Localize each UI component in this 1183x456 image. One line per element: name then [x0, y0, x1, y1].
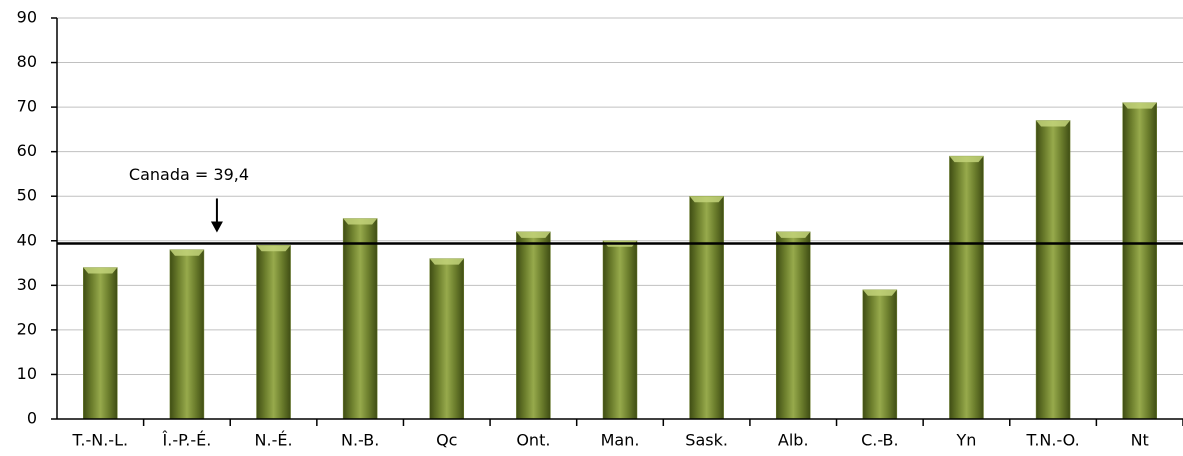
bar-cap [1122, 102, 1157, 109]
bar [689, 195, 724, 420]
bar [83, 267, 118, 420]
y-tick-label: 40 [17, 230, 37, 249]
x-tick-label: N.-B. [341, 431, 379, 450]
y-tick-label: 20 [17, 319, 37, 338]
bar [1035, 120, 1071, 420]
y-tick-label: 60 [17, 141, 37, 160]
y-tick-label: 90 [17, 8, 37, 27]
y-tick-label: 70 [17, 97, 37, 116]
x-tick-label: T.N.-O. [1025, 431, 1079, 450]
reference-arrowhead [210, 221, 223, 233]
x-tick-label: Î.-P.-É. [162, 431, 212, 450]
bar [775, 231, 811, 420]
y-tick-label: 0 [27, 409, 37, 428]
x-tick-label: C.-B. [861, 431, 899, 450]
bar-cap [169, 249, 204, 256]
bar-cap [83, 267, 118, 274]
y-tick-label: 80 [17, 52, 37, 71]
bar [862, 289, 898, 420]
bar [602, 240, 638, 420]
bar-cap [689, 196, 724, 203]
x-tick-label: Sask. [685, 431, 728, 450]
x-tick-label: Yn [956, 431, 977, 450]
x-tick-label: T.-N.-L. [72, 431, 129, 450]
y-tick-label: 10 [17, 364, 37, 383]
x-tick-label: Qc [436, 431, 457, 450]
x-tick-label: Man. [601, 431, 640, 450]
bar-cap [256, 245, 291, 252]
x-tick-label: N.-É. [255, 431, 293, 450]
x-tick-label: Nt [1131, 431, 1149, 450]
bar-cap [862, 289, 897, 296]
y-tick-label: 30 [17, 275, 37, 294]
reference-label: Canada = 39,4 [129, 165, 249, 184]
bar-cap [429, 258, 464, 265]
bars [83, 102, 1157, 420]
bar-cap [776, 231, 811, 238]
y-tick-label: 50 [17, 186, 37, 205]
bar [949, 155, 984, 420]
x-tick-label: Alb. [778, 431, 809, 450]
bar-cap [1036, 120, 1071, 127]
bar [256, 244, 291, 420]
bar [516, 231, 551, 420]
bar-cap [949, 156, 984, 163]
bar [1122, 102, 1157, 420]
bar [429, 258, 465, 420]
x-tick-label: Ont. [516, 431, 550, 450]
bar [342, 218, 378, 420]
bar-cap [516, 231, 551, 238]
axes: 0 10 20 30 40 50 60 70 80 90 T.-N.-L. Î.-P.-É. N.-É.… [17, 8, 1183, 450]
bar-cap [343, 218, 378, 225]
bar [169, 249, 205, 420]
